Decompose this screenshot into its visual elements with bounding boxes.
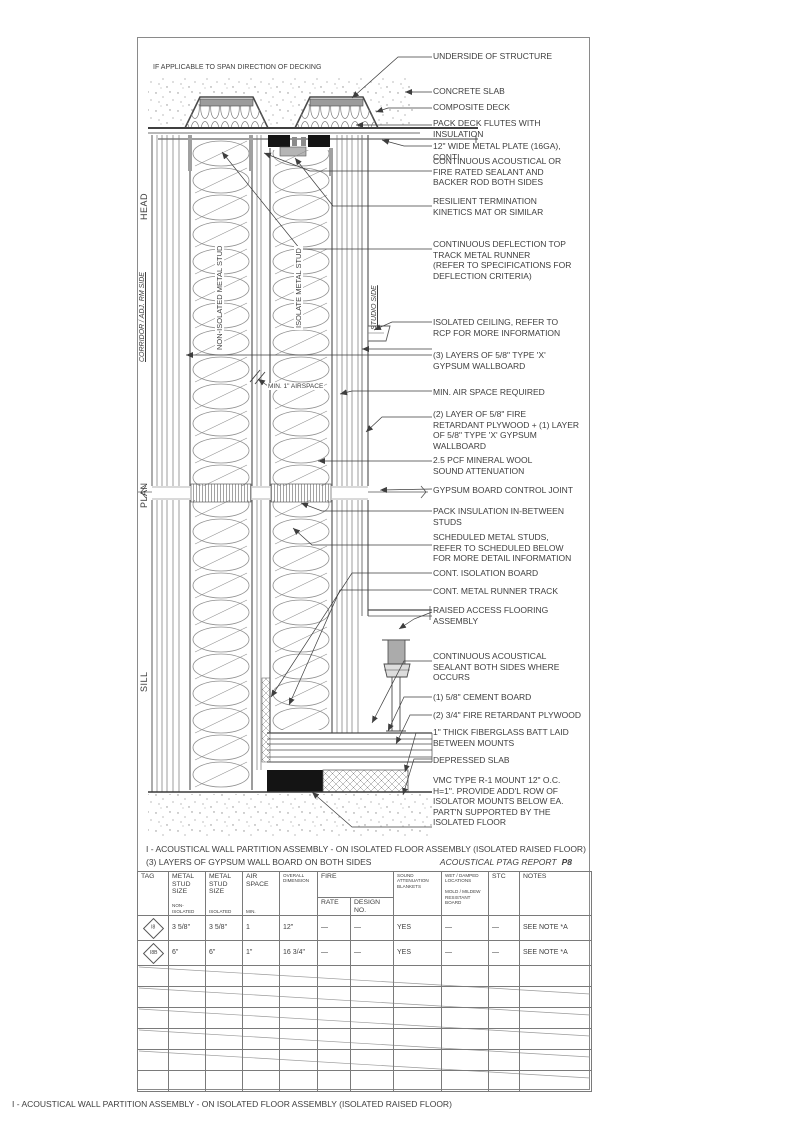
cell-stud-non-isolated: 3 5/8" <box>168 915 206 941</box>
callout-resilient-termination: RESILIENT TERMINATION KINETICS MAT OR SI… <box>433 196 544 217</box>
airspace-break-marks <box>249 369 266 385</box>
callout-deflection-top-track: CONTINUOUS DEFLECTION TOP TRACK METAL RU… <box>433 239 572 281</box>
schedule-row-i8: I8 3 5/8" 3 5/8" 1 12" — — YES — — SEE N… <box>137 915 593 941</box>
col-header-fire-design-no: DESIGN NO. <box>349 897 395 916</box>
callout-isolation-board: CONT. ISOLATION BOARD <box>433 568 539 578</box>
schedule-header-row-1: TAG METAL STUD SIZE NON-ISOLATED METAL ST… <box>137 871 593 916</box>
assembly-note-line1: I - ACOUSTICAL WALL PARTITION ASSEMBLY -… <box>146 844 586 854</box>
col-header-wet-damped: WET / DAMPED LOCATIONS MOLD / MILDEW RESI… <box>441 871 490 916</box>
callout-control-joint: GYPSUM BOARD CONTROL JOINT <box>433 485 573 495</box>
callout-metal-runner-track: CONT. METAL RUNNER TRACK <box>433 586 558 596</box>
callout-metal-plate: 12" WIDE METAL PLATE (16GA), CONTI. <box>433 141 561 162</box>
col-header-tag: TAG <box>137 871 169 916</box>
col-header-stud-isolated: METAL STUD SIZE ISOLATED <box>205 871 243 916</box>
cell-air-space: 1 <box>242 915 280 941</box>
callout-vmc-isolator-mounts: VMC TYPE R-1 MOUNT 12" O.C. H=1". PROVID… <box>433 775 564 828</box>
col-header-air-space: AIR SPACE MIN. <box>242 871 280 916</box>
tag-cell: I8 <box>137 915 169 941</box>
callout-min-air-space: MIN. AIR SPACE REQUIRED <box>433 387 545 397</box>
cell-notes: SEE NOTE *A <box>519 915 593 941</box>
schedule-empty-row <box>137 1049 593 1071</box>
schedule-empty-row <box>137 1070 593 1092</box>
acoustical-report-page: P8 <box>561 857 572 867</box>
schedule-empty-row <box>137 1007 593 1029</box>
section-label-plan: PLAN <box>139 482 149 508</box>
section-label-head: HEAD <box>139 192 149 220</box>
cell-overall-dimension: 16 3/4" <box>279 940 318 966</box>
callout-3-layers-gypsum: (3) LAYERS OF 5/8" TYPE 'X' GYPSUM WALLB… <box>433 350 546 371</box>
partition-schedule-table: TAG METAL STUD SIZE NON-ISOLATED METAL ST… <box>137 871 593 1092</box>
col-header-stud-non-isolated: METAL STUD SIZE NON-ISOLATED <box>168 871 206 916</box>
cell-stc: — <box>488 940 521 966</box>
tag-diamond-i8: I8 <box>142 917 164 939</box>
wall-assembly <box>151 135 369 792</box>
callout-underside-of-structure: UNDERSIDE OF STRUCTURE <box>433 51 553 61</box>
cell-sound-attenuation: YES <box>393 940 443 966</box>
cell-fire-design-no: — <box>349 940 395 966</box>
callout-scheduled-metal-studs: SCHEDULED METAL STUDS, REFER TO SCHEDULE… <box>433 532 572 564</box>
cell-air-space: 1" <box>242 940 280 966</box>
cell-fire-design-no: — <box>349 915 395 941</box>
cell-sound-attenuation: YES <box>393 915 443 941</box>
decking-span-note: IF APPLICABLE TO SPAN DIRECTION OF DECKI… <box>153 64 322 71</box>
schedule-empty-row <box>137 965 593 987</box>
col-header-overall-dimension: OVERALL DIMENSION <box>279 871 318 916</box>
tag-diamond-i8b: I8B <box>142 942 164 964</box>
callout-cement-board: (1) 5/8" CEMENT BOARD <box>433 692 532 702</box>
side-label-corridor: CORRIDOR / ADJ. RM SIDE <box>139 272 146 362</box>
callout-concrete-slab: CONCRETE SLAB <box>433 86 505 96</box>
raised-access-floor <box>368 606 432 732</box>
side-label-studio: STUDIO SIDE <box>371 285 378 330</box>
cell-wet-damped: — <box>441 915 490 941</box>
schedule-empty-row <box>137 986 593 1008</box>
cell-stud-isolated: 6" <box>205 940 243 966</box>
section-label-sill: SILL <box>139 671 149 692</box>
callout-composite-deck: COMPOSITE DECK <box>433 102 510 112</box>
col-header-fire-rate: RATE <box>317 897 351 916</box>
callout-raised-access-flooring: RAISED ACCESS FLOORING ASSEMBLY <box>433 605 549 626</box>
col-header-stc: STC <box>488 871 521 916</box>
sheet-footer-title: I - ACOUSTICAL WALL PARTITION ASSEMBLY -… <box>12 1099 452 1109</box>
cell-fire-rate: — <box>317 915 351 941</box>
callout-depressed-slab: DEPRESSED SLAB <box>433 755 510 765</box>
callout-pack-insulation: PACK INSULATION IN-BETWEEN STUDS <box>433 506 564 527</box>
callout-acoustical-sealant-backer-rod: CONTINUOUS ACOUSTICAL OR FIRE RATED SEAL… <box>433 156 562 188</box>
cell-stc: — <box>488 915 521 941</box>
col-header-sound-attenuation: SOUND ATTENUATION BLANKETS <box>393 871 443 916</box>
cell-wet-damped: — <box>441 940 490 966</box>
leader-lines <box>186 56 433 828</box>
composite-deck-flutes <box>183 96 380 129</box>
label-isolate-metal-stud: ISOLATE METAL STUD <box>294 246 303 330</box>
callout-isolated-ceiling: ISOLATED CEILING, REFER TO RCP FOR MORE … <box>433 317 561 338</box>
schedule-empty-row <box>137 1028 593 1050</box>
acoustical-report-label: ACOUSTICAL PTAG REPORT <box>439 857 557 867</box>
cell-stud-isolated: 3 5/8" <box>205 915 243 941</box>
control-joint <box>138 483 428 503</box>
col-header-fire: FIRE <box>316 871 395 898</box>
schedule-row-i8b: I8B 6" 6" 1" 16 3/4" — — YES — — SEE NOT… <box>137 940 593 966</box>
label-min-1in-airspace: MIN. 1" AIRSPACE <box>267 383 325 390</box>
callout-pack-deck-flutes: PACK DECK FLUTES WITH INSULATION <box>433 118 541 139</box>
callout-fiberglass-batt: 1" THICK FIBERGLASS BATT LAID BETWEEN MO… <box>433 727 569 748</box>
label-non-isolated-metal-stud: NON-ISOLATED METAL STUD <box>215 243 224 352</box>
cell-fire-rate: — <box>317 940 351 966</box>
cell-notes: SEE NOTE *A <box>519 940 593 966</box>
callout-fire-retardant-plywood: (2) 3/4" FIRE RETARDANT PLYWOOD <box>433 710 582 720</box>
cell-overall-dimension: 12" <box>279 915 318 941</box>
isolated-floor-stack <box>148 732 433 836</box>
callout-mineral-wool: 2.5 PCF MINERAL WOOL SOUND ATTENUATION <box>433 455 533 476</box>
cell-stud-non-isolated: 6" <box>168 940 206 966</box>
assembly-note-line2: (3) LAYERS OF GYPSUM WALL BOARD ON BOTH … <box>146 857 372 867</box>
acoustical-report-ref: ACOUSTICAL PTAG REPORT P8 <box>420 857 572 867</box>
col-header-notes: NOTES <box>519 871 593 916</box>
callout-fire-retardant-plywood-layers: (2) LAYER OF 5/8" FIRE RETARDANT PLYWOOD… <box>433 409 580 451</box>
callout-continuous-acoustical-sealant: CONTINUOUS ACOUSTICAL SEALANT BOTH SIDES… <box>433 651 560 683</box>
tag-cell: I8B <box>137 940 169 966</box>
